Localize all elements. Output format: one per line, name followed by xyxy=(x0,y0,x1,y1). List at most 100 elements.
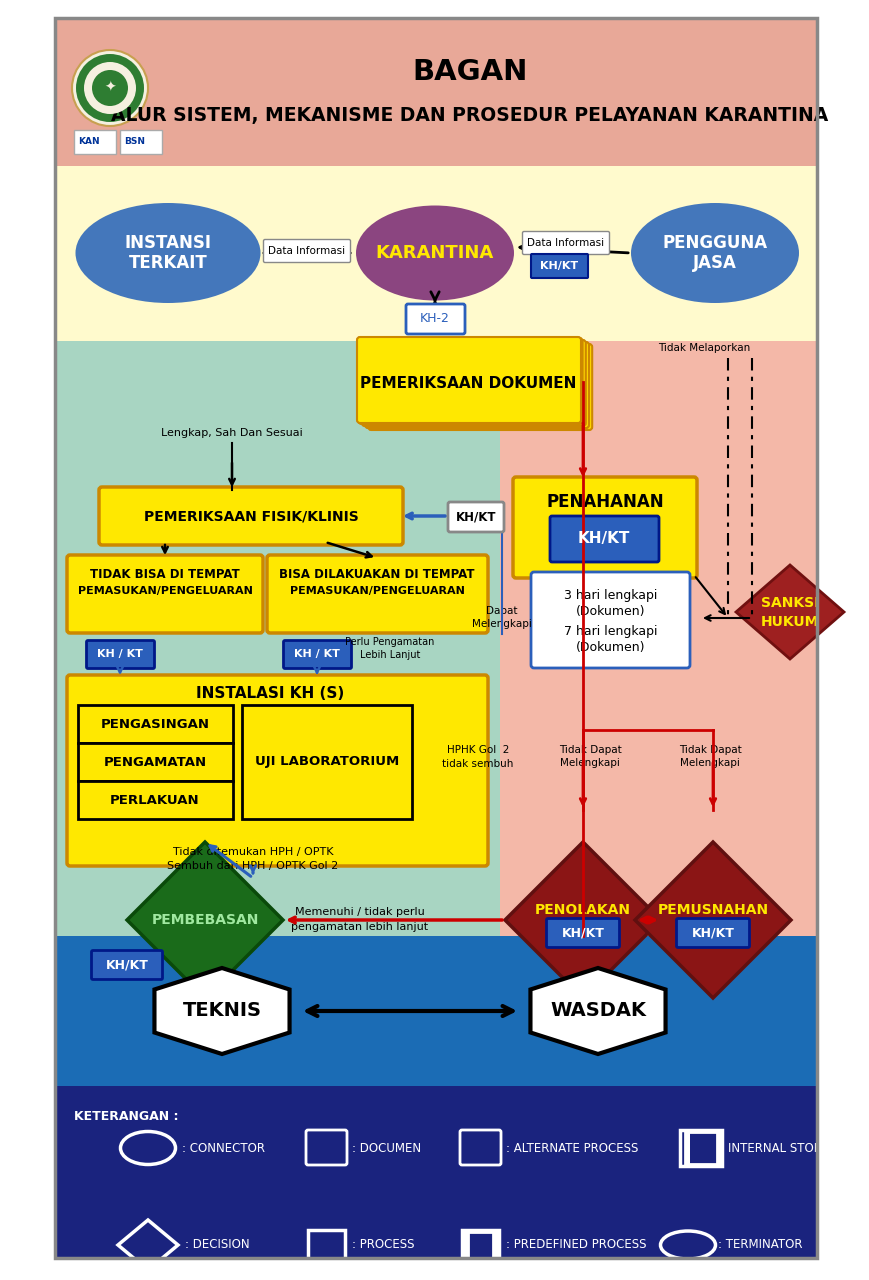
Bar xyxy=(716,1130,721,1166)
Text: (Dokumen): (Dokumen) xyxy=(575,641,645,654)
FancyBboxPatch shape xyxy=(358,338,582,424)
Text: KH/KT: KH/KT xyxy=(540,261,577,271)
Text: PERLAKUAN: PERLAKUAN xyxy=(110,794,200,806)
Text: (Dokumen): (Dokumen) xyxy=(575,605,645,618)
FancyBboxPatch shape xyxy=(368,344,592,430)
Text: PEMBEBASAN: PEMBEBASAN xyxy=(151,913,258,927)
Text: KAN: KAN xyxy=(78,137,100,146)
Text: KH-2: KH-2 xyxy=(420,312,449,325)
Text: ALUR SISTEM, MEKANISME DAN PROSEDUR PELAYANAN KARANTINA: ALUR SISTEM, MEKANISME DAN PROSEDUR PELA… xyxy=(111,105,827,124)
Text: KH/KT: KH/KT xyxy=(577,531,629,547)
Text: Perlu Pengamatan: Perlu Pengamatan xyxy=(345,637,434,646)
Polygon shape xyxy=(530,968,665,1053)
Text: BISA DILAKUAKAN DI TEMPAT: BISA DILAKUAKAN DI TEMPAT xyxy=(279,567,474,581)
Bar xyxy=(468,1231,493,1260)
Text: SANKSI: SANKSI xyxy=(760,596,819,611)
Text: PEMUSNAHAN: PEMUSNAHAN xyxy=(657,902,767,916)
FancyBboxPatch shape xyxy=(283,640,351,668)
FancyBboxPatch shape xyxy=(448,502,503,532)
Text: Sembuh dari HPH / OPTK Gol 2: Sembuh dari HPH / OPTK Gol 2 xyxy=(167,861,338,870)
Text: KETERANGAN :: KETERANGAN : xyxy=(74,1110,178,1123)
Bar xyxy=(55,1085,816,1258)
Text: Tidak Melaporkan: Tidak Melaporkan xyxy=(657,343,749,353)
Text: 3 hari lengkapi: 3 hari lengkapi xyxy=(564,590,657,603)
Text: KARANTINA: KARANTINA xyxy=(375,244,494,262)
Text: KH / KT: KH / KT xyxy=(294,649,340,659)
Text: Dapat: Dapat xyxy=(486,605,517,616)
Text: KH/KT: KH/KT xyxy=(455,511,495,524)
Bar xyxy=(55,18,816,166)
Bar xyxy=(684,1130,689,1166)
Text: INSTANSI: INSTANSI xyxy=(124,234,211,252)
Text: pengamatan lebih lanjut: pengamatan lebih lanjut xyxy=(291,922,428,932)
Text: ✦: ✦ xyxy=(104,81,116,95)
Text: KH/KT: KH/KT xyxy=(561,927,604,940)
Text: 7 hari lengkapi: 7 hari lengkapi xyxy=(564,626,657,639)
Circle shape xyxy=(76,54,144,122)
Circle shape xyxy=(72,50,148,125)
Bar xyxy=(120,131,162,154)
FancyBboxPatch shape xyxy=(546,919,619,947)
Text: PEMASUKAN/PENGELUARAN: PEMASUKAN/PENGELUARAN xyxy=(289,586,464,596)
Circle shape xyxy=(92,70,128,106)
Bar xyxy=(55,340,500,936)
FancyBboxPatch shape xyxy=(356,337,580,422)
FancyBboxPatch shape xyxy=(530,572,689,668)
Ellipse shape xyxy=(630,204,798,303)
FancyBboxPatch shape xyxy=(267,556,488,634)
Text: Tidak ditemukan HPH / OPTK: Tidak ditemukan HPH / OPTK xyxy=(173,847,333,858)
Bar xyxy=(55,936,816,1085)
FancyBboxPatch shape xyxy=(86,640,155,668)
Text: KH/KT: KH/KT xyxy=(105,959,149,972)
Text: INTERNAL STORAGE: INTERNAL STORAGE xyxy=(727,1142,845,1155)
Text: UJI LABORATORIUM: UJI LABORATORIUM xyxy=(255,755,399,768)
Text: Lebih Lanjut: Lebih Lanjut xyxy=(360,650,420,660)
Text: Melengkapi: Melengkapi xyxy=(560,758,620,768)
Bar xyxy=(684,1132,716,1164)
Bar xyxy=(461,1230,499,1261)
Text: PENGAMATAN: PENGAMATAN xyxy=(103,755,206,768)
FancyBboxPatch shape xyxy=(513,477,696,579)
FancyBboxPatch shape xyxy=(365,342,588,428)
Bar xyxy=(78,781,233,819)
FancyBboxPatch shape xyxy=(91,951,163,979)
Bar xyxy=(308,1230,345,1261)
Polygon shape xyxy=(504,842,660,998)
FancyBboxPatch shape xyxy=(406,303,464,334)
Text: BAGAN: BAGAN xyxy=(412,58,527,86)
Polygon shape xyxy=(735,564,843,659)
Text: Tidak Dapat: Tidak Dapat xyxy=(678,745,740,755)
Bar xyxy=(680,1130,721,1166)
Text: : DECISION: : DECISION xyxy=(185,1239,249,1252)
Text: Memenuhi / tidak perlu: Memenuhi / tidak perlu xyxy=(295,908,424,916)
Text: PENGGUNA: PENGGUNA xyxy=(661,234,766,252)
FancyBboxPatch shape xyxy=(522,232,609,255)
Polygon shape xyxy=(634,842,790,998)
Text: HUKUM: HUKUM xyxy=(760,614,819,628)
FancyBboxPatch shape xyxy=(362,340,585,426)
Text: INSTALASI KH (S): INSTALASI KH (S) xyxy=(196,686,344,701)
Text: PEMERIKSAAN FISIK/KLINIS: PEMERIKSAAN FISIK/KLINIS xyxy=(143,509,358,524)
Text: : PROCESS: : PROCESS xyxy=(352,1239,414,1252)
Text: KH/KT: KH/KT xyxy=(691,927,733,940)
Text: : DOCUMEN: : DOCUMEN xyxy=(352,1142,421,1155)
Bar xyxy=(55,166,816,340)
Text: KH / KT: KH / KT xyxy=(97,649,143,659)
Text: HPHK Gol  2: HPHK Gol 2 xyxy=(447,745,508,755)
Text: PENAHANAN: PENAHANAN xyxy=(546,493,663,511)
Ellipse shape xyxy=(76,204,260,303)
FancyBboxPatch shape xyxy=(530,253,587,278)
Text: BSN: BSN xyxy=(124,137,145,146)
Circle shape xyxy=(84,61,136,114)
Bar xyxy=(78,742,233,781)
Text: Data Informasi: Data Informasi xyxy=(527,238,604,248)
Bar xyxy=(78,705,233,742)
Bar xyxy=(55,18,816,1258)
Text: WASDAK: WASDAK xyxy=(549,1001,646,1020)
Text: Data Informasi: Data Informasi xyxy=(269,246,345,256)
Text: : ALTERNATE PROCESS: : ALTERNATE PROCESS xyxy=(506,1142,638,1155)
Text: : PREDEFINED PROCESS: : PREDEFINED PROCESS xyxy=(506,1239,646,1252)
Bar xyxy=(461,1230,468,1261)
Text: Lengkap, Sah Dan Sesuai: Lengkap, Sah Dan Sesuai xyxy=(161,428,302,438)
FancyBboxPatch shape xyxy=(676,919,748,947)
